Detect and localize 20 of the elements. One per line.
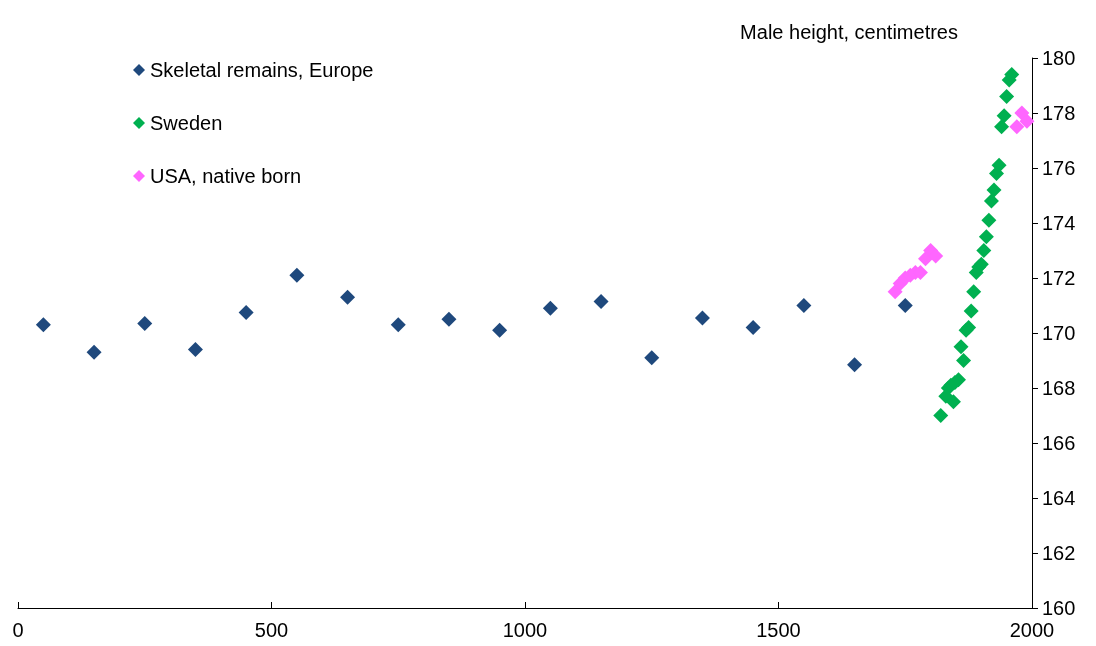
x-tick-label: 1500 [756, 619, 801, 641]
y-axis-title: Male height, centimetres [740, 21, 958, 43]
y-tick-label: 170 [1042, 322, 1076, 344]
x-tick-label: 2000 [1009, 619, 1055, 641]
y-tick-label: 168 [1042, 377, 1076, 399]
legend-label: Skeletal remains, Europe [150, 59, 374, 81]
legend-label: USA, native born [150, 165, 302, 187]
y-tick-label: 162 [1042, 542, 1076, 564]
y-tick-label: 174 [1042, 212, 1076, 234]
legend-label: Sweden [150, 112, 223, 134]
y-tick-label: 172 [1042, 267, 1076, 289]
x-tick-label: 0 [12, 619, 24, 641]
x-tick-label: 1000 [502, 619, 548, 641]
y-tick-label: 176 [1042, 157, 1076, 179]
x-tick-label: 500 [254, 619, 289, 641]
y-tick-label: 166 [1042, 432, 1076, 454]
y-tick-label: 178 [1042, 102, 1076, 124]
y-tick-label: 160 [1042, 597, 1076, 619]
y-tick-label: 180 [1042, 47, 1076, 69]
y-tick-label: 164 [1042, 487, 1076, 509]
